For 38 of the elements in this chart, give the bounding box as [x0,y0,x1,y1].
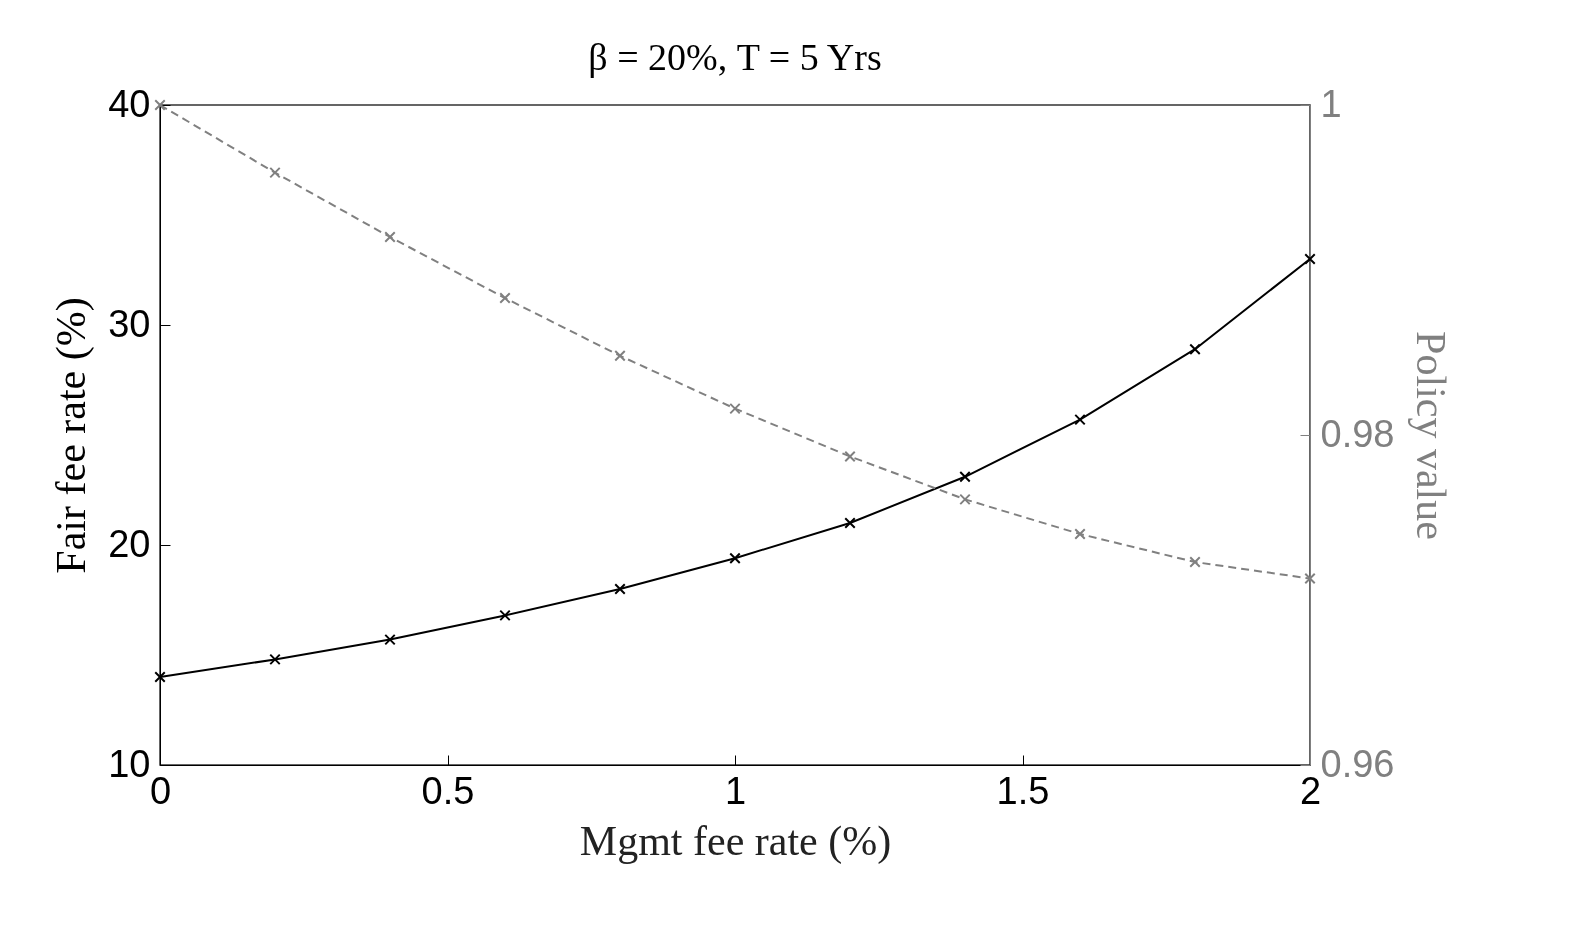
x-axis-title: Mgmt fee rate (%) [579,817,892,865]
point [614,583,626,595]
point [269,653,281,666]
point [384,231,396,243]
y2-axis-title: Policy value [1408,331,1455,540]
point [154,671,166,683]
y2-tick-label: 0.96 [1320,742,1395,785]
point [1074,413,1086,426]
y-tick-label: 10 [108,742,151,785]
point [729,402,741,415]
x-tick-label: 1 [724,769,747,812]
y2-tick-label: 0.98 [1320,412,1395,455]
point [729,552,741,564]
x-tick-label: 1.5 [996,769,1050,812]
x-tick-label: 2 [1299,769,1322,812]
point [1074,528,1086,540]
point [844,517,856,529]
point [1304,572,1316,585]
y-tick-label: 20 [108,522,151,565]
point [269,166,281,179]
point [1304,253,1316,265]
x-tick-label: 0 [149,769,172,812]
point [844,450,856,463]
point [614,350,626,362]
chart-title: β = 20%, T = 5 Yrs [588,36,882,78]
point [499,609,511,622]
y2-tick-label: 1 [1320,82,1342,125]
point [1189,556,1201,568]
point [499,292,511,304]
point [959,493,971,506]
y-tick-label: 40 [108,82,151,125]
point [384,633,396,646]
point [959,471,971,483]
point [1189,343,1201,355]
y-tick-label: 30 [108,302,151,345]
point [154,99,166,111]
y-axis-title: Fair fee rate (%) [48,297,96,574]
x-tick-label: 0.5 [421,769,475,812]
